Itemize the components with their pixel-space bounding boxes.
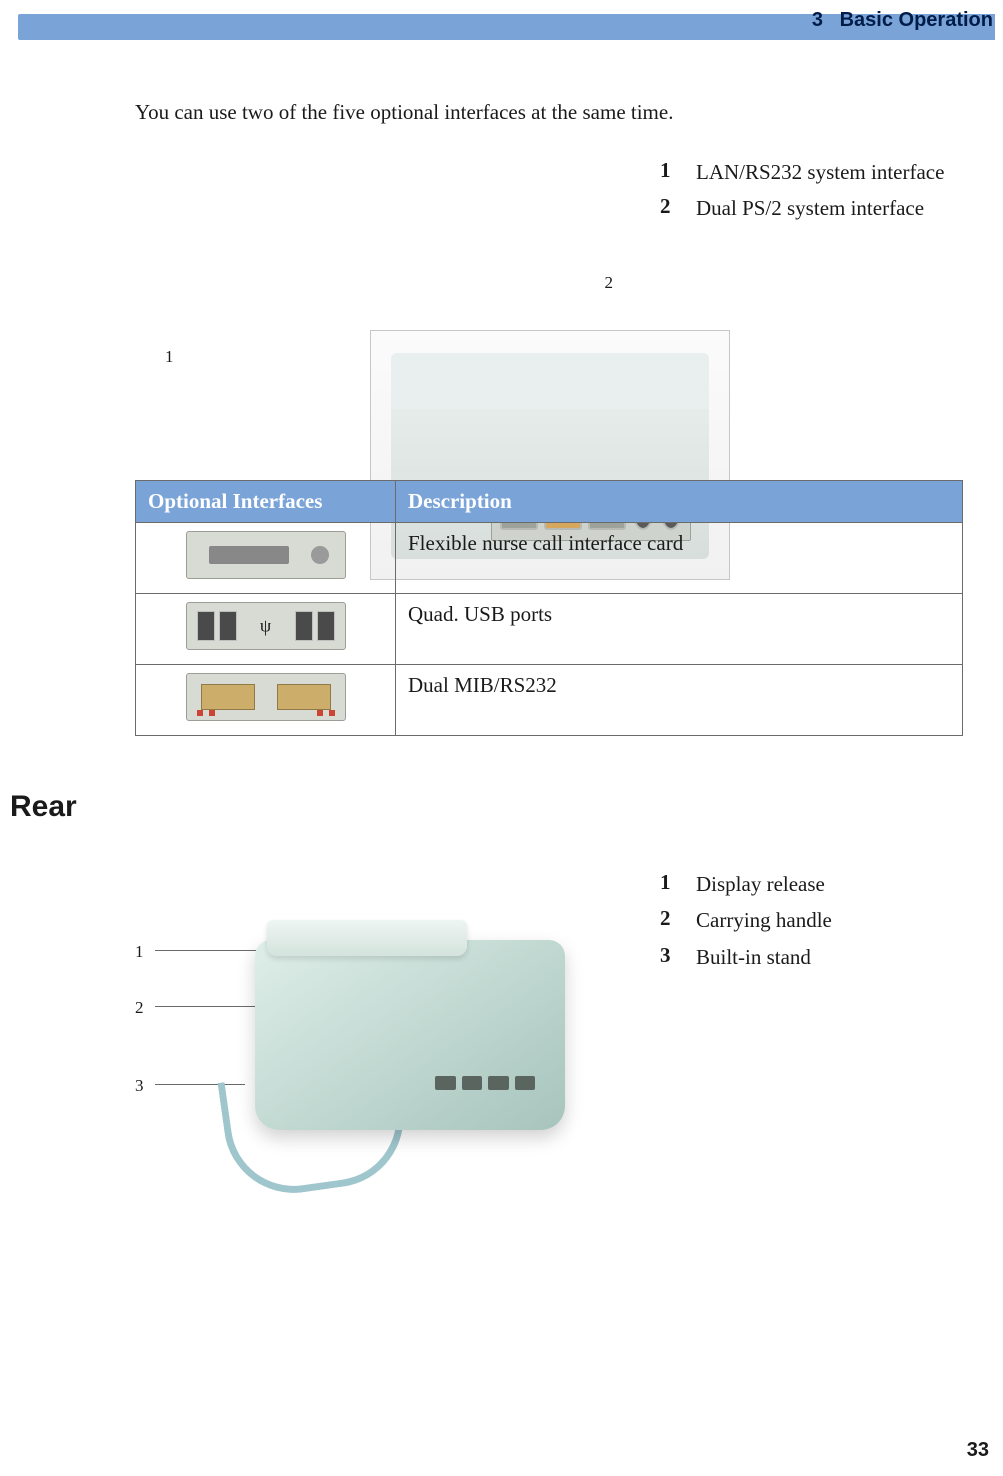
figure1-label-2: 2 [605,273,614,293]
usb-icon: ψ [260,616,271,637]
optional-interfaces-table: Optional Interfaces Description Flexible… [135,480,963,736]
legend-text: LAN/RS232 system interface [696,158,960,186]
figure1-label-1: 1 [165,347,174,367]
table-header-interfaces: Optional Interfaces [136,481,396,523]
optional-interfaces-table-wrap: Optional Interfaces Description Flexible… [135,480,963,736]
nurse-call-card-icon [186,531,346,579]
table-row: Flexible nurse call interface card [136,523,963,594]
figure1-legend: 1 LAN/RS232 system interface 2 Dual PS/2… [660,158,960,231]
legend-number: 3 [660,943,696,971]
figure2-legend: 1 Display release 2 Carrying handle 3 Bu… [660,870,960,979]
legend-text: Built-in stand [696,943,960,971]
figure2-label-2: 2 [135,998,144,1018]
legend-number: 2 [660,906,696,934]
chapter-title: Basic Operation [840,9,993,31]
interface-description: Dual MIB/RS232 [396,665,963,736]
table-header-description: Description [396,481,963,523]
figure-interfaces-underside: 1 2 [165,165,605,425]
legend-row: 1 Display release [660,870,960,898]
dual-mib-card-icon [186,673,346,721]
interface-image-cell: ψ [136,594,396,665]
figure-rear-view: 1 2 3 [135,880,595,1240]
intro-paragraph: You can use two of the five optional int… [135,100,673,125]
figure2-label-1: 1 [135,942,144,962]
page: 3 Basic Operation You can use two of the… [0,0,1003,1476]
legend-row: 1 LAN/RS232 system interface [660,158,960,186]
legend-number: 2 [660,194,696,222]
table-row: ψ Quad. USB ports [136,594,963,665]
legend-text: Display release [696,870,960,898]
legend-row: 2 Dual PS/2 system interface [660,194,960,222]
interface-description: Quad. USB ports [396,594,963,665]
legend-row: 2 Carrying handle [660,906,960,934]
legend-row: 3 Built-in stand [660,943,960,971]
legend-number: 1 [660,158,696,186]
rear-device-placeholder [215,910,585,1160]
chapter-header: 3 Basic Operation [812,9,993,32]
interface-description: Flexible nurse call interface card [396,523,963,594]
page-number: 33 [967,1439,989,1462]
legend-number: 1 [660,870,696,898]
chapter-number: 3 [812,9,823,31]
table-row: Dual MIB/RS232 [136,665,963,736]
legend-text: Carrying handle [696,906,960,934]
interface-image-cell [136,665,396,736]
figure2-label-3: 3 [135,1076,144,1096]
quad-usb-card-icon: ψ [186,602,346,650]
section-heading-rear: Rear [10,790,77,824]
interface-image-cell [136,523,396,594]
legend-text: Dual PS/2 system interface [696,194,960,222]
